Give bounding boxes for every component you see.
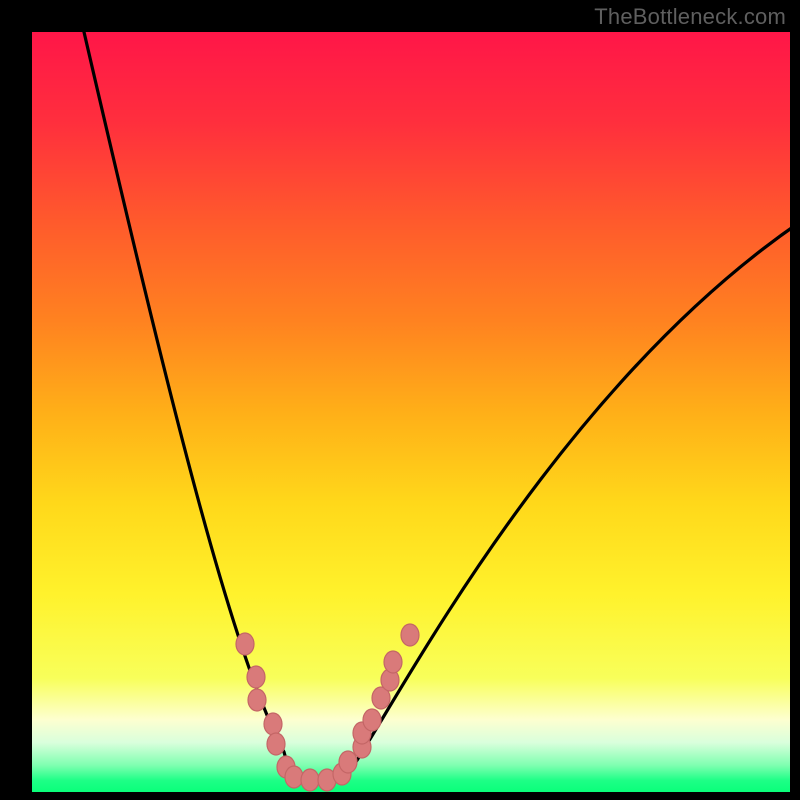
- data-marker: [339, 751, 357, 773]
- v-curve-path: [84, 32, 800, 781]
- data-marker: [264, 713, 282, 735]
- data-marker: [247, 666, 265, 688]
- data-marker: [401, 624, 419, 646]
- data-marker: [384, 651, 402, 673]
- data-marker: [248, 689, 266, 711]
- data-marker: [285, 766, 303, 788]
- marker-group: [236, 624, 419, 791]
- plot-area: [32, 32, 790, 792]
- data-marker: [236, 633, 254, 655]
- data-marker: [363, 709, 381, 731]
- watermark-text: TheBottleneck.com: [594, 4, 786, 30]
- chart-svg: [32, 32, 790, 792]
- data-marker: [301, 769, 319, 791]
- data-marker: [267, 733, 285, 755]
